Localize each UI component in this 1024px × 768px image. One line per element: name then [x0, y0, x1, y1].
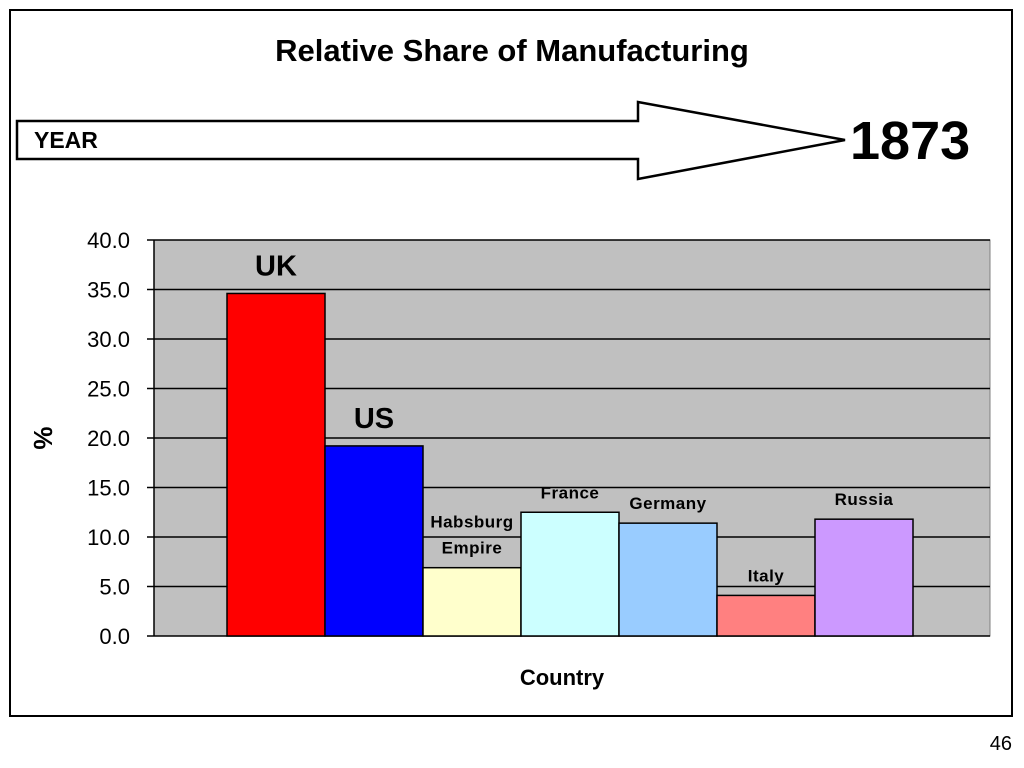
category-label: US [354, 403, 394, 435]
y-tick-label: 15.0 [87, 476, 130, 501]
year-arrow-shape [15, 100, 846, 181]
y-tick-label: 0.0 [99, 624, 130, 649]
year-label: YEAR [34, 127, 98, 153]
category-label: Germany [629, 494, 706, 513]
category-label: Empire [442, 539, 503, 558]
bar-germany [618, 522, 718, 637]
category-label: UK [255, 250, 297, 282]
category-label: France [541, 483, 600, 502]
y-axis-title: % [28, 426, 58, 449]
bar-us [324, 445, 424, 637]
bar-france [520, 511, 620, 637]
slide-frame [9, 9, 1013, 717]
y-tick-label: 25.0 [87, 377, 130, 402]
page-number: 46 [989, 733, 1012, 755]
category-label: Italy [748, 566, 785, 585]
bar-uk [226, 292, 326, 637]
y-tick-label: 20.0 [87, 426, 130, 451]
y-tick-label: 40.0 [87, 228, 130, 253]
chart-title: Relative Share of Manufacturing [275, 33, 749, 68]
y-tick-label: 5.0 [99, 575, 130, 600]
y-tick-label: 30.0 [87, 327, 130, 352]
year-value: 1873 [850, 111, 971, 171]
category-label: Habsburg [430, 513, 513, 532]
bar-italy [716, 594, 816, 637]
x-axis-title: Country [520, 665, 605, 690]
y-tick-label: 10.0 [87, 525, 130, 550]
bar-habsburg-empire [422, 566, 522, 637]
bar-russia [814, 518, 914, 637]
y-tick-label: 35.0 [87, 278, 130, 303]
category-label: Russia [835, 490, 894, 509]
